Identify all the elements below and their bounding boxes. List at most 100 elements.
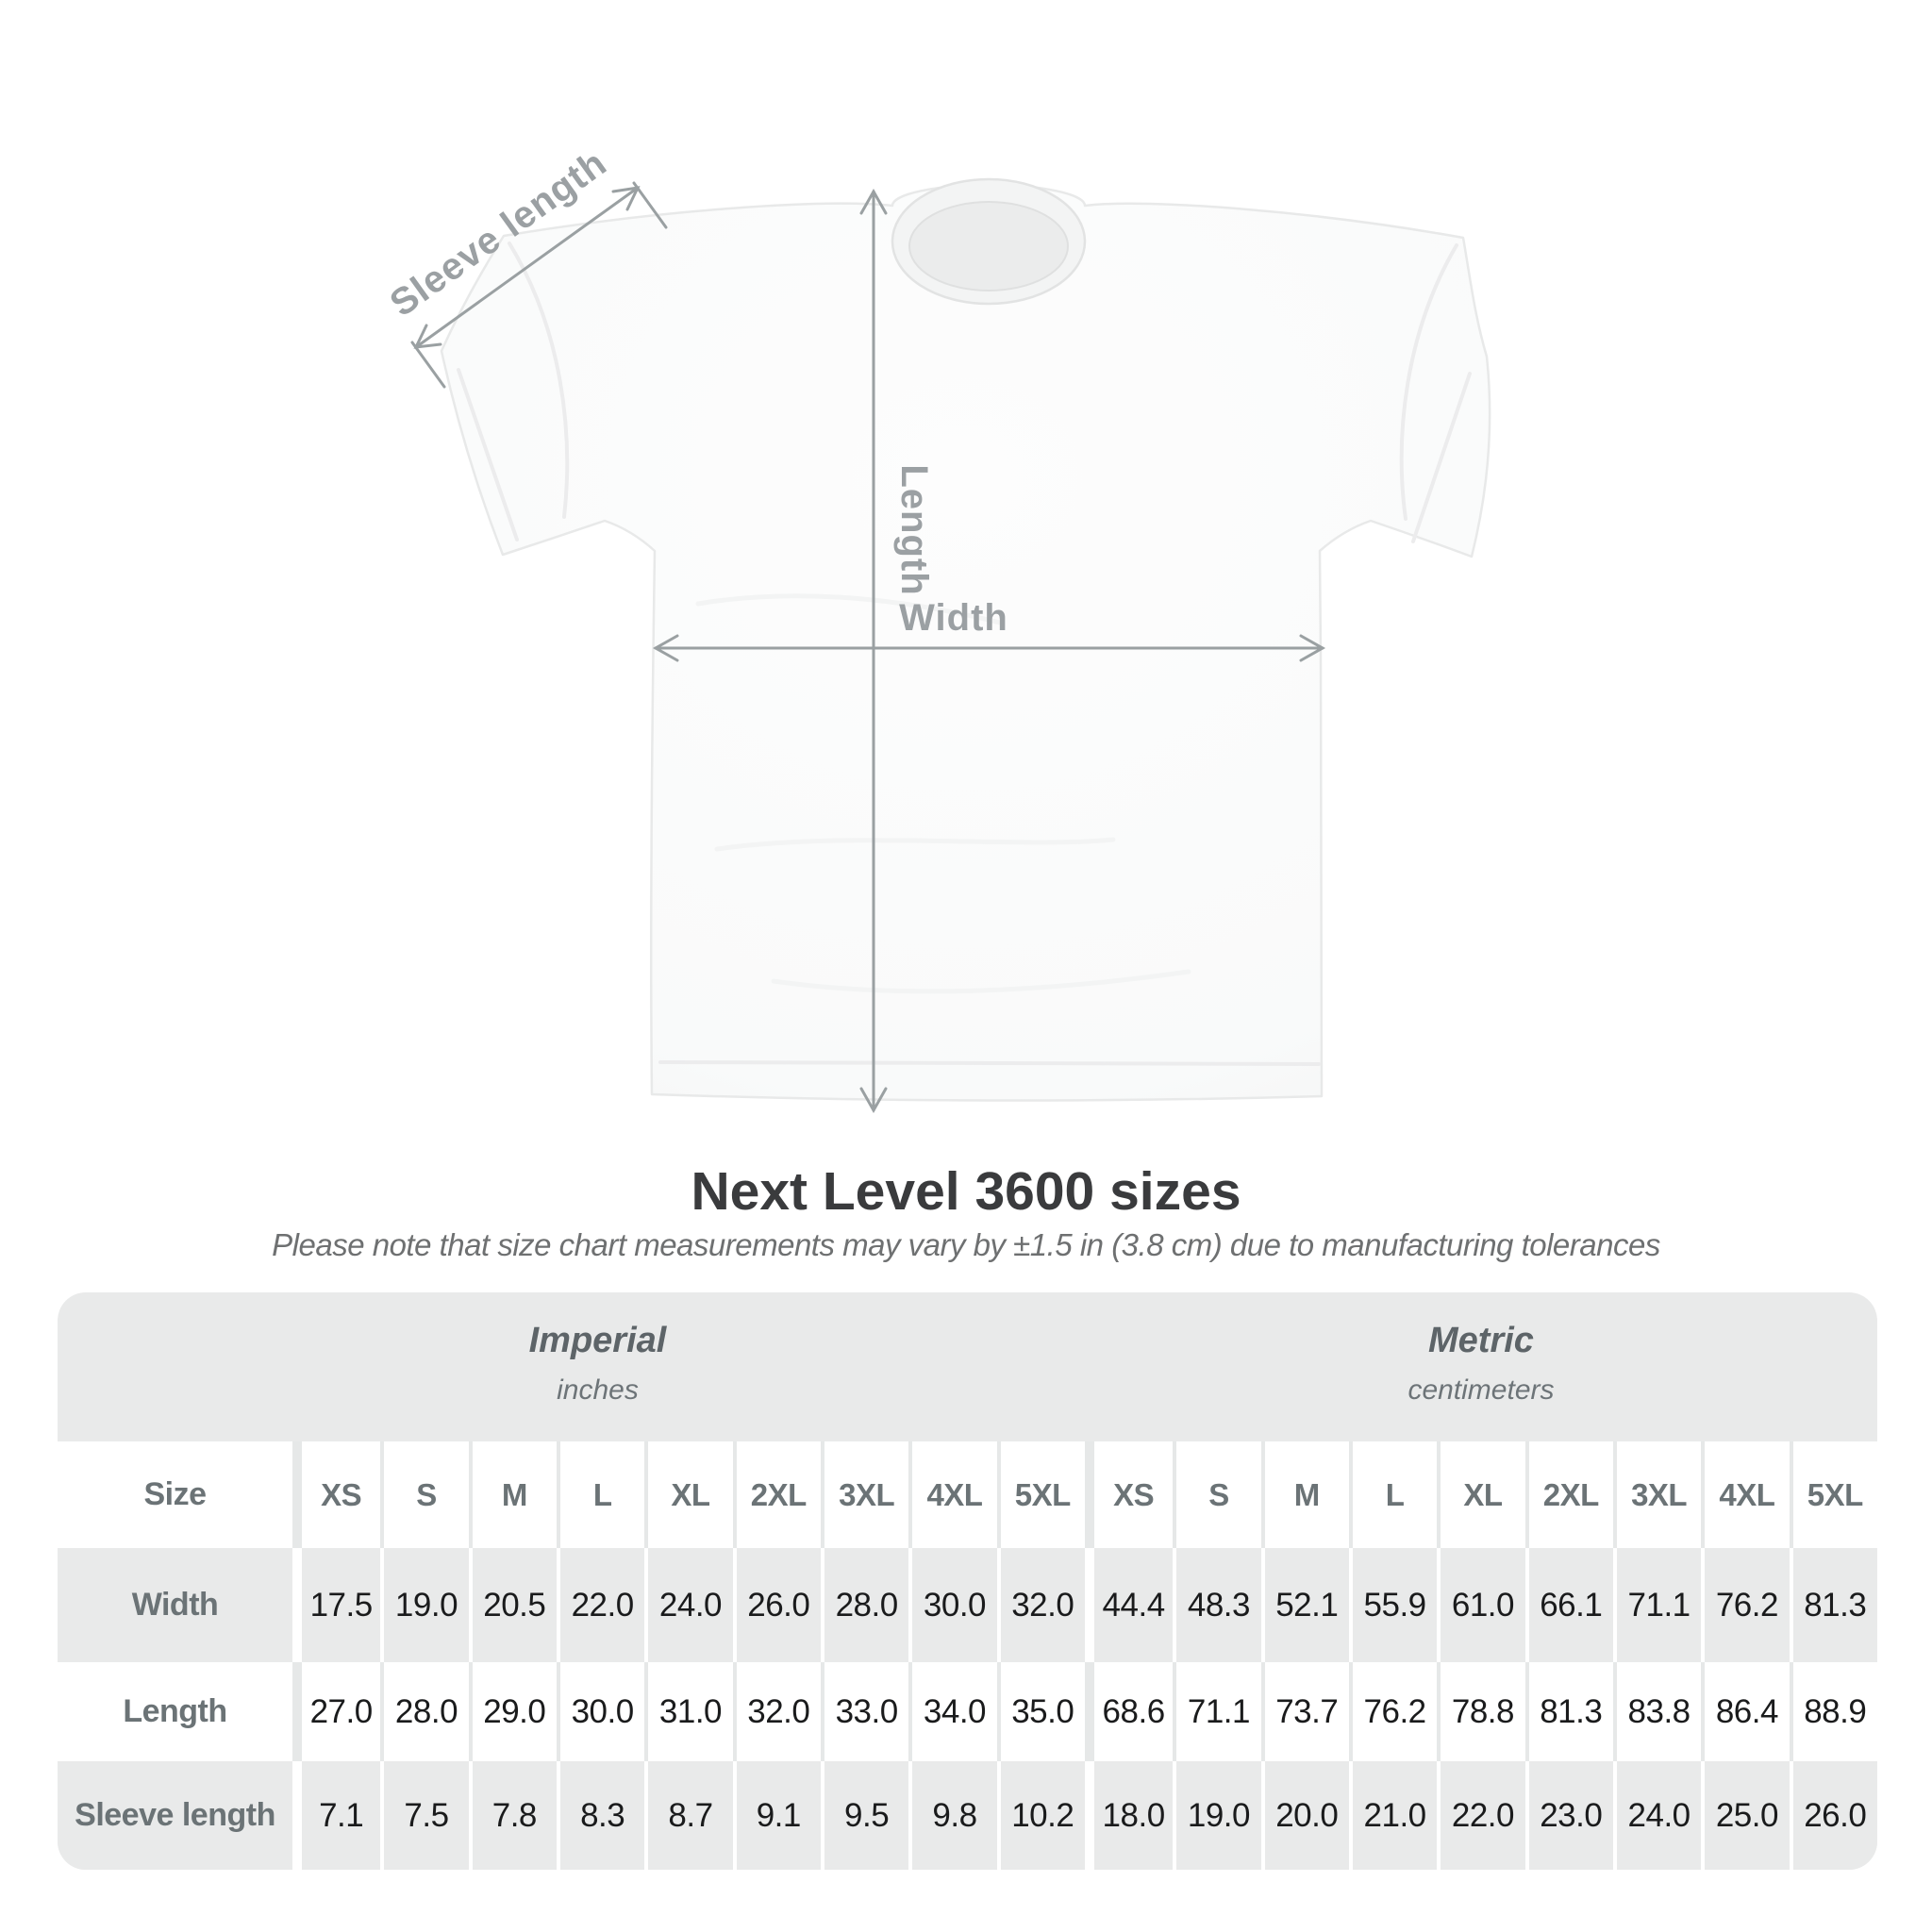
value-width-metric-4xl: 76.2 <box>1701 1548 1789 1662</box>
length-dimension-arrow <box>859 188 888 1114</box>
value-length-imperial-xs: 27.0 <box>292 1662 380 1761</box>
value-sleeve-length-imperial-3xl: 9.5 <box>820 1761 908 1870</box>
value-sleeve-length-imperial-5xl: 10.2 <box>996 1761 1085 1870</box>
unit-group-unit-centimeters: centimeters <box>1407 1374 1555 1406</box>
value-width-imperial-xs: 17.5 <box>292 1548 380 1662</box>
value-sleeve-length-imperial-s: 7.5 <box>380 1761 468 1870</box>
tshirt-illustration <box>440 177 1491 1102</box>
value-width-metric-m: 52.1 <box>1260 1548 1349 1662</box>
size-header-imperial-m: M <box>468 1441 557 1548</box>
size-header-metric-2xl: 2XL <box>1524 1441 1613 1548</box>
size-header-imperial-s: S <box>380 1441 468 1548</box>
size-header-imperial-l: L <box>556 1441 644 1548</box>
value-width-imperial-s: 19.0 <box>380 1548 468 1662</box>
tshirt-measurement-diagram: Sleeve length Length Width <box>383 142 1491 1114</box>
value-sleeve-length-metric-xl: 22.0 <box>1437 1761 1524 1870</box>
size-header-imperial-3xl: 3XL <box>820 1441 908 1548</box>
size-header-row: Size XS S M L XL 2XL 3XL 4XL 5XL XS S M L XL 2XL 3XL 4XL 5… <box>58 1441 1877 1548</box>
size-header-metric-xl: XL <box>1437 1441 1524 1548</box>
value-sleeve-length-metric-3xl: 24.0 <box>1612 1761 1701 1870</box>
value-sleeve-length-metric-xs: 18.0 <box>1084 1761 1173 1870</box>
value-length-metric-3xl: 83.8 <box>1612 1662 1701 1761</box>
value-width-metric-3xl: 71.1 <box>1612 1548 1701 1662</box>
size-header-metric-3xl: 3XL <box>1612 1441 1701 1548</box>
value-length-metric-m: 73.7 <box>1260 1662 1349 1761</box>
measurement-row-sleeve-length: Sleeve length 7.1 7.5 7.8 8.3 8.7 9.1 9.5 9.8 10.… <box>58 1761 1877 1870</box>
value-width-imperial-m: 20.5 <box>468 1548 557 1662</box>
size-header-metric-s: S <box>1173 1441 1260 1548</box>
size-header-metric-m: M <box>1260 1441 1349 1548</box>
tolerance-note: Please note that size chart measurements… <box>272 1227 1660 1262</box>
value-length-metric-s: 71.1 <box>1173 1662 1260 1761</box>
value-sleeve-length-imperial-4xl: 9.8 <box>908 1761 996 1870</box>
value-length-metric-2xl: 81.3 <box>1524 1662 1613 1761</box>
value-width-imperial-4xl: 30.0 <box>908 1548 996 1662</box>
unit-group-title-metric: Metric <box>1428 1321 1534 1360</box>
value-width-metric-2xl: 66.1 <box>1524 1548 1613 1662</box>
value-length-imperial-3xl: 33.0 <box>820 1662 908 1761</box>
value-sleeve-length-metric-s: 19.0 <box>1173 1761 1260 1870</box>
value-length-metric-xl: 78.8 <box>1437 1662 1524 1761</box>
value-width-metric-l: 55.9 <box>1348 1548 1437 1662</box>
value-width-imperial-5xl: 32.0 <box>996 1548 1085 1662</box>
value-sleeve-length-imperial-xs: 7.1 <box>292 1761 380 1870</box>
value-length-imperial-s: 28.0 <box>380 1662 468 1761</box>
value-sleeve-length-metric-l: 21.0 <box>1348 1761 1437 1870</box>
value-length-metric-4xl: 86.4 <box>1701 1662 1789 1761</box>
value-width-imperial-l: 22.0 <box>556 1548 644 1662</box>
value-sleeve-length-metric-m: 20.0 <box>1260 1761 1349 1870</box>
unit-group-row: Imperial inches Metric centimeters <box>58 1292 1877 1441</box>
size-chart-table: Imperial inches Metric centimeters Size XS S M L… <box>58 1292 1877 1870</box>
value-length-imperial-l: 30.0 <box>556 1662 644 1761</box>
size-header-metric-l: L <box>1348 1441 1437 1548</box>
size-chart-card: Imperial inches Metric centimeters Size XS S M L… <box>58 1292 1877 1870</box>
sleeve-length-dimension-arrow <box>410 181 668 389</box>
size-header-imperial-xl: XL <box>644 1441 732 1548</box>
value-width-imperial-2xl: 26.0 <box>732 1548 821 1662</box>
value-width-imperial-xl: 24.0 <box>644 1548 732 1662</box>
page-title: Next Level 3600 sizes <box>691 1161 1241 1222</box>
unit-group-unit-inches: inches <box>557 1374 639 1406</box>
value-sleeve-length-imperial-2xl: 9.1 <box>732 1761 821 1870</box>
unit-group-imperial: Imperial inches <box>58 1292 1085 1441</box>
unit-group-title-imperial: Imperial <box>528 1321 667 1360</box>
size-header-metric-5xl: 5XL <box>1789 1441 1877 1548</box>
value-width-metric-xl: 61.0 <box>1437 1548 1524 1662</box>
value-width-metric-5xl: 81.3 <box>1789 1548 1877 1662</box>
value-sleeve-length-metric-5xl: 26.0 <box>1789 1761 1877 1870</box>
width-dimension-arrow <box>652 634 1326 662</box>
size-column-header: Size <box>143 1476 207 1512</box>
unit-group-metric: Metric centimeters <box>1085 1292 1877 1441</box>
size-header-imperial-xs: XS <box>292 1441 380 1548</box>
size-header-metric-4xl: 4XL <box>1701 1441 1789 1548</box>
value-width-imperial-3xl: 28.0 <box>820 1548 908 1662</box>
value-sleeve-length-metric-4xl: 25.0 <box>1701 1761 1789 1870</box>
value-sleeve-length-imperial-xl: 8.7 <box>644 1761 732 1870</box>
value-length-imperial-m: 29.0 <box>468 1662 557 1761</box>
value-length-metric-l: 76.2 <box>1348 1662 1437 1761</box>
collar-inner <box>908 201 1069 291</box>
value-length-metric-xs: 68.6 <box>1084 1662 1173 1761</box>
value-sleeve-length-imperial-m: 7.8 <box>468 1761 557 1870</box>
value-sleeve-length-metric-2xl: 23.0 <box>1524 1761 1613 1870</box>
row-label-sleeve-length: Sleeve length <box>75 1797 275 1833</box>
value-sleeve-length-imperial-l: 8.3 <box>556 1761 644 1870</box>
size-header-metric-xs: XS <box>1084 1441 1173 1548</box>
value-length-metric-5xl: 88.9 <box>1789 1662 1877 1761</box>
length-label: Length <box>893 464 935 595</box>
value-length-imperial-5xl: 35.0 <box>996 1662 1085 1761</box>
value-length-imperial-xl: 31.0 <box>644 1662 732 1761</box>
value-width-metric-xs: 44.4 <box>1084 1548 1173 1662</box>
row-label-width: Width <box>131 1587 219 1623</box>
size-header-imperial-5xl: 5XL <box>996 1441 1085 1548</box>
measurement-row-width: Width 17.5 19.0 20.5 22.0 24.0 26.0 28.0 30.0 32.… <box>58 1548 1877 1662</box>
size-header-imperial-4xl: 4XL <box>908 1441 996 1548</box>
value-width-metric-s: 48.3 <box>1173 1548 1260 1662</box>
size-header-imperial-2xl: 2XL <box>732 1441 821 1548</box>
value-length-imperial-2xl: 32.0 <box>732 1662 821 1761</box>
row-label-length: Length <box>123 1693 227 1729</box>
unit-group-inner: Imperial inches <box>58 1292 1085 1407</box>
unit-group-inner: Metric centimeters <box>1085 1292 1877 1407</box>
value-length-imperial-4xl: 34.0 <box>908 1662 996 1761</box>
